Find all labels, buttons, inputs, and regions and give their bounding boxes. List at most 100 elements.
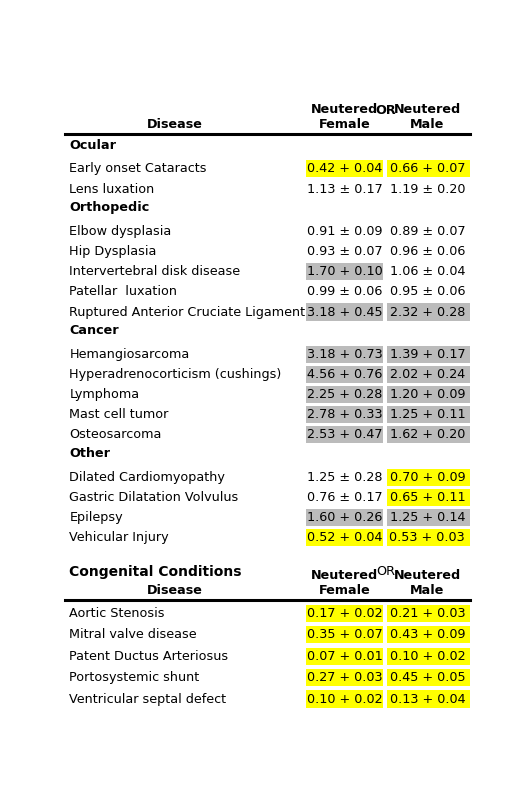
Text: Disease: Disease	[147, 118, 203, 131]
Bar	[387, 626, 470, 643]
Text: Lens luxation: Lens luxation	[69, 183, 155, 195]
Text: 1.13 ± 0.17: 1.13 ± 0.17	[306, 183, 382, 195]
Text: 1.20 + 0.09: 1.20 + 0.09	[389, 388, 465, 401]
Text: 0.89 ± 0.07: 0.89 ± 0.07	[389, 225, 465, 238]
Text: 2.02 + 0.24: 2.02 + 0.24	[390, 368, 465, 381]
Bar	[387, 366, 470, 383]
Text: 1.06 ± 0.04: 1.06 ± 0.04	[389, 265, 465, 278]
Bar	[306, 366, 383, 383]
Bar	[306, 345, 383, 363]
Text: Elbow dysplasia: Elbow dysplasia	[69, 225, 172, 238]
Text: Neutered
Female: Neutered Female	[311, 102, 378, 131]
Bar	[306, 626, 383, 643]
Text: 2.78 + 0.33: 2.78 + 0.33	[306, 408, 382, 422]
Text: 4.56 + 0.76: 4.56 + 0.76	[307, 368, 382, 381]
Text: 1.70 + 0.10: 1.70 + 0.10	[306, 265, 382, 278]
Bar	[387, 509, 470, 526]
Bar	[387, 529, 470, 546]
Text: Portosystemic shunt: Portosystemic shunt	[69, 671, 199, 684]
Bar	[387, 426, 470, 443]
Text: Ventricular septal defect: Ventricular septal defect	[69, 692, 227, 706]
Text: Congenital Conditions: Congenital Conditions	[69, 565, 242, 580]
Text: 0.93 ± 0.07: 0.93 ± 0.07	[306, 245, 382, 258]
Text: 0.42 + 0.04: 0.42 + 0.04	[307, 163, 382, 175]
Text: Patellar  luxation: Patellar luxation	[69, 285, 177, 299]
Text: Hip Dysplasia: Hip Dysplasia	[69, 245, 157, 258]
Text: Mast cell tumor: Mast cell tumor	[69, 408, 169, 422]
Text: 1.25 + 0.14: 1.25 + 0.14	[389, 511, 465, 524]
Text: 2.53 + 0.47: 2.53 + 0.47	[306, 429, 382, 441]
Text: Osteosarcoma: Osteosarcoma	[69, 429, 162, 441]
Bar	[306, 605, 383, 622]
Bar	[387, 386, 470, 403]
Text: 0.76 ± 0.17: 0.76 ± 0.17	[306, 491, 382, 503]
Text: 0.65 + 0.11: 0.65 + 0.11	[389, 491, 465, 503]
Bar	[306, 407, 383, 423]
Bar	[306, 303, 383, 321]
Text: 0.99 ± 0.06: 0.99 ± 0.06	[307, 285, 382, 299]
Text: 0.45 + 0.05: 0.45 + 0.05	[389, 671, 465, 684]
Text: 0.66 + 0.07: 0.66 + 0.07	[389, 163, 465, 175]
Text: Aortic Stenosis: Aortic Stenosis	[69, 607, 165, 620]
Text: 0.70 + 0.09: 0.70 + 0.09	[389, 471, 465, 484]
Text: Dilated Cardiomyopathy: Dilated Cardiomyopathy	[69, 471, 225, 484]
Bar	[306, 160, 383, 178]
Text: 0.17 + 0.02: 0.17 + 0.02	[306, 607, 382, 620]
Bar	[387, 669, 470, 686]
Text: Hemangiosarcoma: Hemangiosarcoma	[69, 348, 189, 360]
Text: 0.52 + 0.04: 0.52 + 0.04	[306, 531, 382, 544]
Bar	[306, 426, 383, 443]
Text: 0.10 + 0.02: 0.10 + 0.02	[306, 692, 382, 706]
Text: 2.25 + 0.28: 2.25 + 0.28	[307, 388, 382, 401]
Text: 0.27 + 0.03: 0.27 + 0.03	[306, 671, 382, 684]
Text: Ruptured Anterior Cruciate Ligament: Ruptured Anterior Cruciate Ligament	[69, 306, 305, 318]
Text: Mitral valve disease: Mitral valve disease	[69, 628, 197, 642]
Text: 0.95 ± 0.06: 0.95 ± 0.06	[389, 285, 465, 299]
Bar	[387, 407, 470, 423]
Bar	[306, 669, 383, 686]
Text: OR: OR	[376, 565, 395, 579]
Text: Neutered
Female: Neutered Female	[311, 569, 378, 597]
Bar	[306, 529, 383, 546]
Text: Early onset Cataracts: Early onset Cataracts	[69, 163, 207, 175]
Bar	[306, 691, 383, 707]
Text: 0.43 + 0.09: 0.43 + 0.09	[389, 628, 465, 642]
Text: Orthopedic: Orthopedic	[69, 201, 149, 214]
Text: 0.53 + 0.03: 0.53 + 0.03	[389, 531, 465, 544]
Text: 2.32 + 0.28: 2.32 + 0.28	[389, 306, 465, 318]
Bar	[306, 263, 383, 280]
Text: Neutered
Male: Neutered Male	[394, 569, 461, 597]
Text: Epilepsy: Epilepsy	[69, 511, 123, 524]
Text: OR: OR	[375, 105, 396, 118]
Text: Ocular: Ocular	[69, 139, 116, 152]
Bar	[306, 509, 383, 526]
Text: Cancer: Cancer	[69, 324, 119, 337]
Bar	[387, 691, 470, 707]
Text: 1.39 + 0.17: 1.39 + 0.17	[389, 348, 465, 360]
Bar	[387, 345, 470, 363]
Text: Patent Ductus Arteriosus: Patent Ductus Arteriosus	[69, 649, 229, 663]
Text: 0.21 + 0.03: 0.21 + 0.03	[389, 607, 465, 620]
Text: Other: Other	[69, 447, 110, 460]
Text: Gastric Dilatation Volvulus: Gastric Dilatation Volvulus	[69, 491, 239, 503]
Text: Vehicular Injury: Vehicular Injury	[69, 531, 169, 544]
Text: Lymphoma: Lymphoma	[69, 388, 139, 401]
Bar	[306, 648, 383, 665]
Text: 1.60 + 0.26: 1.60 + 0.26	[307, 511, 382, 524]
Text: 3.18 + 0.73: 3.18 + 0.73	[306, 348, 382, 360]
Text: 0.07 + 0.01: 0.07 + 0.01	[306, 649, 382, 663]
Text: 0.35 + 0.07: 0.35 + 0.07	[306, 628, 382, 642]
Bar	[387, 303, 470, 321]
Text: Intervertebral disk disease: Intervertebral disk disease	[69, 265, 241, 278]
Text: 3.18 + 0.45: 3.18 + 0.45	[306, 306, 382, 318]
Text: 1.19 ± 0.20: 1.19 ± 0.20	[389, 183, 465, 195]
Text: 1.25 ± 0.28: 1.25 ± 0.28	[306, 471, 382, 484]
Text: 0.13 + 0.04: 0.13 + 0.04	[389, 692, 465, 706]
Bar	[387, 468, 470, 486]
Text: Neutered
Male: Neutered Male	[394, 102, 461, 131]
Text: Disease: Disease	[147, 584, 203, 597]
Bar	[306, 386, 383, 403]
Text: Hyperadrenocorticism (cushings): Hyperadrenocorticism (cushings)	[69, 368, 281, 381]
Text: 1.25 + 0.11: 1.25 + 0.11	[389, 408, 465, 422]
Bar	[387, 160, 470, 178]
